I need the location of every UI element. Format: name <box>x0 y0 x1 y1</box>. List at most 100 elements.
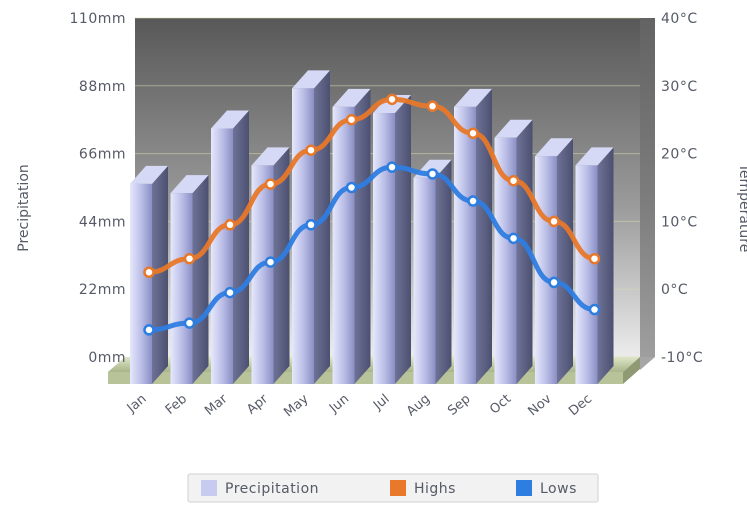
x-tick-label: Feb <box>163 392 190 418</box>
bar-jul <box>373 95 411 384</box>
bar-front <box>211 128 233 384</box>
point-highs-dec <box>588 252 601 265</box>
y-left-tick-label: 0mm <box>88 350 126 366</box>
legend-label-highs: Highs <box>414 481 456 497</box>
bar-top <box>575 147 614 166</box>
y-left-tick-label: 110mm <box>70 11 127 27</box>
bar-may <box>292 70 330 385</box>
point-highs-jul <box>386 93 398 106</box>
point-lows-may <box>305 219 317 231</box>
bar-top <box>454 88 492 107</box>
bar-top <box>130 165 168 184</box>
point-highs-aug <box>426 100 439 112</box>
x-tick-label: Jun <box>326 392 352 417</box>
bar-front <box>332 106 355 384</box>
x-tick-label: Apr <box>244 391 271 417</box>
bar-side <box>354 88 371 384</box>
x-ticks: Jan Feb Mar Apr May Jun Jul Aug Sep Oct Nov Dec <box>124 391 595 420</box>
y-right-tick-label: 20°C <box>661 147 698 163</box>
point-highs-jan <box>143 266 155 278</box>
point-highs-apr <box>264 178 277 190</box>
bar-front <box>373 113 395 384</box>
plot-right-wall <box>640 18 655 370</box>
x-tick-label: Jan <box>124 392 150 417</box>
bar-top <box>292 70 330 89</box>
bar-sep <box>454 88 492 384</box>
point-lows-feb <box>183 317 196 329</box>
point-highs-feb <box>183 252 196 265</box>
x-tick-label: Sep <box>445 392 473 419</box>
bar-feb <box>170 175 209 384</box>
point-highs-oct <box>507 174 520 187</box>
bar-front <box>170 193 193 384</box>
point-lows-jun <box>345 181 358 194</box>
point-lows-oct <box>507 232 520 245</box>
point-lows-dec <box>588 303 601 316</box>
bar-side <box>395 95 411 384</box>
bar-side <box>516 119 533 384</box>
point-highs-mar <box>224 219 236 231</box>
bar-front <box>454 106 476 384</box>
x-tick-label: Aug <box>404 392 433 420</box>
legend-swatch-precipitation <box>201 480 217 496</box>
point-lows-jul <box>386 161 398 173</box>
bar-side <box>597 147 614 384</box>
point-lows-sep <box>467 195 479 207</box>
point-lows-jan <box>143 324 155 336</box>
bar-side <box>476 88 492 384</box>
bar-top <box>332 88 371 107</box>
bar-top <box>170 175 209 194</box>
point-lows-apr <box>264 256 277 268</box>
bar-front <box>130 183 152 384</box>
bar-front <box>251 165 274 384</box>
bar-top <box>251 147 290 166</box>
bar-oct <box>494 119 533 384</box>
bar-side <box>314 70 330 385</box>
bar-side <box>152 165 168 384</box>
bar-front <box>494 137 517 384</box>
y-right-tick-label: -10°C <box>661 350 703 366</box>
legend-swatch-highs <box>390 480 406 496</box>
x-tick-label: Mar <box>202 391 231 419</box>
legend: Precipitation Highs Lows <box>187 473 599 503</box>
x-tick-label: Jul <box>370 392 392 414</box>
point-lows-mar <box>224 286 236 299</box>
point-highs-may <box>305 144 317 156</box>
y-left-ticks: 110mm 88mm 66mm 44mm 22mm 0mm <box>70 11 127 366</box>
y-left-axis-title: Precipitation <box>16 164 32 252</box>
y-left-tick-label: 66mm <box>79 147 126 163</box>
bar-side <box>557 138 573 384</box>
bar-nov <box>535 138 573 384</box>
bar-apr <box>251 147 290 384</box>
bar-front <box>413 177 436 384</box>
point-highs-sep <box>467 127 479 140</box>
point-highs-nov <box>548 215 560 228</box>
bar-side <box>192 175 209 384</box>
bar-jun <box>332 88 371 384</box>
legend-label-lows: Lows <box>540 481 577 497</box>
y-left-tick-label: 22mm <box>79 282 126 298</box>
bar-top <box>211 110 249 129</box>
bar-aug <box>413 159 452 384</box>
legend-label-precipitation: Precipitation <box>225 481 319 497</box>
x-tick-label: May <box>281 391 311 420</box>
x-tick-label: Nov <box>525 391 554 419</box>
y-right-tick-label: 10°C <box>661 214 698 230</box>
point-highs-jun <box>345 113 358 126</box>
y-right-tick-label: 40°C <box>661 11 698 27</box>
y-right-axis-title: Temperature <box>736 163 747 253</box>
bar-side <box>435 159 452 384</box>
plot-floor-side <box>623 357 640 384</box>
bar-mar <box>211 110 249 385</box>
x-tick-label: Oct <box>487 392 514 418</box>
bar-top <box>535 138 573 157</box>
y-left-tick-label: 44mm <box>79 214 126 230</box>
bar-dec <box>575 147 614 384</box>
bar-side <box>273 147 290 384</box>
y-left-tick-label: 88mm <box>79 79 126 95</box>
bar-side <box>233 110 249 385</box>
y-right-tick-label: 0°C <box>661 282 688 298</box>
bar-front <box>292 88 314 385</box>
point-lows-nov <box>548 276 560 289</box>
point-lows-aug <box>426 168 439 180</box>
